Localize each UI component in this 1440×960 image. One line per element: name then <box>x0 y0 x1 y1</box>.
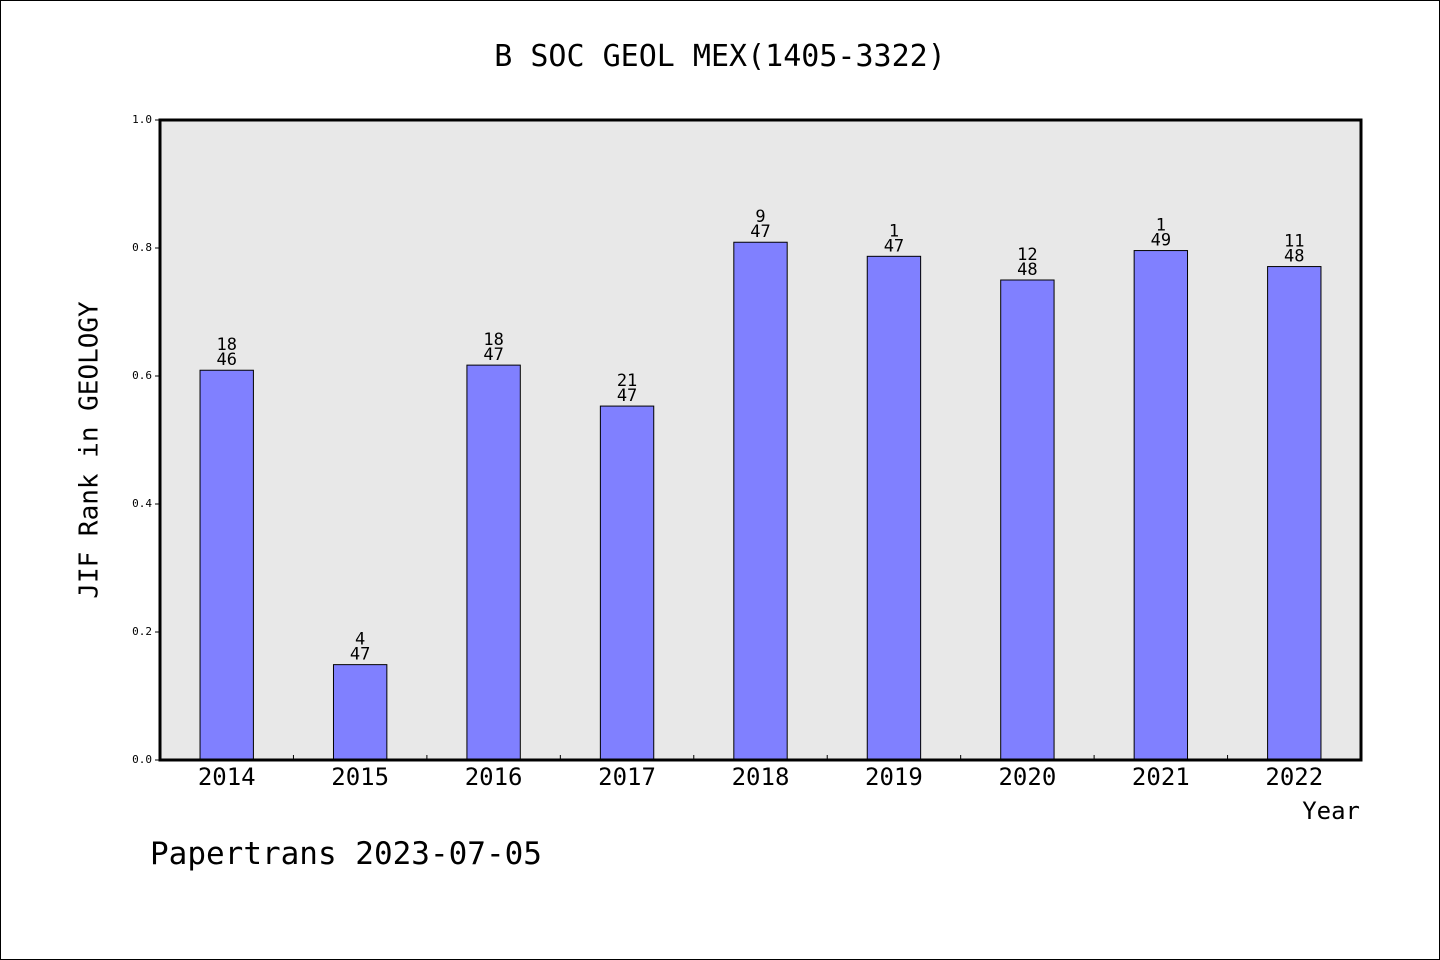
bar-total-label: 48 <box>1017 260 1037 280</box>
bar-rank-label: 18 <box>216 335 236 355</box>
bar-total-label: 47 <box>750 222 770 242</box>
bar-rank-label: 1 <box>1156 216 1166 236</box>
bar-2017 <box>599 405 655 761</box>
bar-2020 <box>1000 279 1055 761</box>
bar-total-label: 48 <box>1284 247 1304 267</box>
chart-title: B SOC GEOL MEX(1405-3322) <box>494 39 946 74</box>
x-axis: 2014 2015 2016 2017 2018 2019 2020 2021 2022 <box>198 755 1323 791</box>
bar-total-label: 49 <box>1151 231 1171 251</box>
bar-total-label: 47 <box>350 645 370 665</box>
y-axis: 0.0 0.2 0.4 0.6 0.8 1.0 <box>132 113 160 766</box>
x-tick-label: 2019 <box>865 763 923 791</box>
x-axis-label: Year <box>1302 797 1360 825</box>
bars <box>199 241 1322 761</box>
bar-2021 <box>1133 250 1189 761</box>
bar-rank-label: 21 <box>617 371 637 391</box>
bar-2022 <box>1267 266 1322 761</box>
bar-total-label: 47 <box>884 236 904 256</box>
bar-rank-label: 4 <box>355 630 365 650</box>
bar-total-label: 47 <box>483 345 503 365</box>
bar-2014 <box>199 369 254 761</box>
x-tick-label: 2020 <box>998 763 1056 791</box>
bar-2018 <box>733 241 788 761</box>
bar-rank-label: 9 <box>755 207 765 227</box>
y-tick-label: 0.2 <box>132 625 152 638</box>
bar-2015 <box>332 664 388 761</box>
bar-2016 <box>466 364 521 761</box>
bar-2019 <box>866 255 922 761</box>
bar-rank-label: 11 <box>1284 232 1304 252</box>
y-tick-label: 0.4 <box>132 497 152 510</box>
y-tick-label: 0.0 <box>132 753 152 766</box>
bar-total-label: 47 <box>617 386 637 406</box>
x-tick-label: 2016 <box>465 763 523 791</box>
y-tick-label: 0.6 <box>132 369 152 382</box>
x-tick-label: 2015 <box>331 763 389 791</box>
x-tick-label: 2014 <box>198 763 256 791</box>
x-tick-label: 2017 <box>598 763 656 791</box>
bar-rank-label: 1 <box>889 221 899 241</box>
bar-rank-label: 12 <box>1017 245 1037 265</box>
x-tick-label: 2022 <box>1265 763 1323 791</box>
y-tick-label: 0.8 <box>132 241 152 254</box>
x-tick-label: 2018 <box>732 763 790 791</box>
y-tick-label: 1.0 <box>132 113 152 126</box>
bar-total-label: 46 <box>216 350 236 370</box>
y-axis-label: JIF Rank in GEOLOGY <box>75 301 105 599</box>
plot-border <box>158 118 1363 762</box>
footer-credit: Papertrans 2023-07-05 <box>150 836 542 872</box>
bar-rank-label: 18 <box>483 330 503 350</box>
x-tick-label: 2021 <box>1132 763 1190 791</box>
